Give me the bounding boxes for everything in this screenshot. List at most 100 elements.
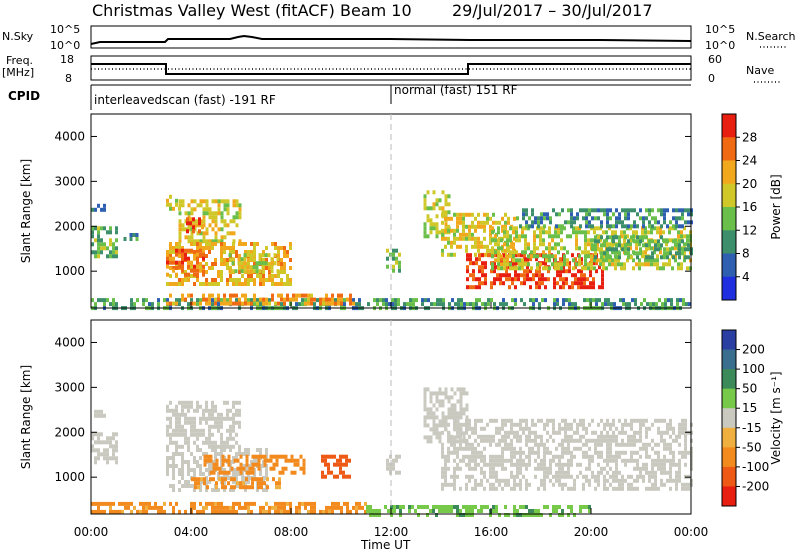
- data-cell-7: [193, 272, 196, 277]
- data-cell-11: [537, 486, 540, 491]
- data-cell-15: [527, 262, 530, 267]
- data-cell-8: [567, 505, 570, 509]
- data-cell-15: [650, 262, 653, 267]
- data-cell-7: [334, 505, 337, 510]
- data-cell-15: [569, 234, 572, 239]
- data-cell-11: [474, 458, 477, 463]
- data-cell-7: [190, 248, 193, 253]
- data-cell-1: [91, 226, 94, 231]
- data-cell-15: [503, 258, 506, 263]
- data-cell-11: [492, 438, 495, 443]
- data-cell-11: [624, 478, 627, 483]
- data-cell-3: [166, 460, 169, 464]
- data-cell-9: [115, 302, 118, 307]
- data-cell-11: [585, 466, 588, 471]
- data-cell-2: [202, 416, 205, 421]
- data-cell-11: [468, 454, 471, 459]
- data-cell-11: [630, 438, 633, 443]
- data-cell-15: [659, 230, 662, 235]
- data-cell-11: [486, 438, 489, 443]
- data-cell-11: [627, 438, 630, 443]
- data-cell-17: [537, 224, 540, 229]
- data-cell-3: [235, 456, 238, 460]
- data-cell-11: [618, 470, 621, 475]
- data-cell-2: [229, 408, 232, 413]
- data-cell-11: [516, 438, 519, 443]
- data-cell-2: [235, 420, 238, 425]
- data-cell-11: [585, 430, 588, 435]
- data-cell-7: [175, 252, 178, 257]
- data-cell-15: [668, 238, 671, 243]
- data-cell-9: [385, 298, 388, 303]
- data-cell-15: [545, 266, 548, 271]
- data-cell-14: [598, 265, 601, 270]
- data-cell-10: [310, 293, 313, 298]
- data-cell-15: [683, 250, 686, 255]
- data-cell-16: [627, 255, 630, 260]
- data-cell-11: [483, 426, 486, 431]
- data-cell-11: [630, 442, 633, 447]
- sky-left-label: N.Sky: [2, 30, 34, 43]
- data-cell-1: [106, 448, 109, 453]
- data-cell-17: [651, 208, 654, 213]
- data-cell-7: [172, 268, 175, 273]
- data-cell-12: [426, 214, 430, 219]
- data-cell-4: [293, 458, 297, 463]
- data-cell-11: [516, 466, 519, 471]
- data-cell-4: [202, 207, 206, 212]
- data-cell-11: [567, 486, 570, 491]
- data-cell-3: [187, 484, 190, 488]
- data-cell-6: [339, 470, 342, 475]
- data-cell-3: [166, 456, 169, 460]
- data-cell-12: [438, 206, 442, 211]
- data-cell-6: [169, 246, 172, 250]
- data-cell-7: [325, 509, 328, 514]
- data-cell-10: [241, 301, 244, 306]
- data-cell-11: [519, 466, 522, 471]
- data-cell-9: [376, 298, 379, 303]
- data-cell-1: [94, 432, 97, 437]
- data-cell-11: [588, 478, 591, 483]
- data-cell-6: [238, 278, 241, 282]
- data-cell-15: [506, 242, 509, 247]
- data-cell-11: [543, 426, 546, 431]
- data-cell-11: [591, 454, 594, 459]
- data-cell-15: [533, 234, 536, 239]
- data-cell-4: [290, 458, 294, 463]
- data-cell-8: [276, 257, 280, 262]
- data-cell-8: [459, 509, 462, 513]
- data-cell-17: [672, 208, 675, 213]
- data-cell-11: [573, 430, 576, 435]
- data-cell-15: [587, 230, 590, 235]
- data-cell-15: [515, 266, 518, 271]
- data-cell-7: [295, 509, 298, 514]
- data-cell-11: [528, 426, 531, 431]
- data-cell-9: [358, 302, 361, 307]
- data-cell-13: [504, 252, 507, 257]
- data-cell-9: [226, 298, 229, 303]
- data-cell-4: [178, 199, 182, 204]
- data-cell-11: [465, 442, 468, 447]
- data-cell-11: [519, 454, 522, 459]
- colorbar-bin: [722, 137, 736, 161]
- data-cell-3: [184, 484, 187, 488]
- data-cell-11: [618, 442, 621, 447]
- data-cell-11: [522, 462, 525, 467]
- data-cell-11: [489, 474, 492, 479]
- data-cell-9: [532, 298, 535, 303]
- data-cell-10: [220, 301, 223, 306]
- data-cell-2: [196, 404, 199, 409]
- sky-right-label: N.Search: [746, 30, 796, 43]
- data-cell-14: [529, 269, 532, 274]
- data-cell-7: [241, 505, 244, 510]
- data-cell-10: [340, 301, 343, 306]
- data-cell-14: [538, 277, 541, 282]
- data-cell-11: [495, 474, 498, 479]
- data-cell-15: [506, 262, 509, 267]
- data-cell-17: [603, 208, 606, 213]
- data-cell-14: [523, 253, 526, 258]
- data-cell-11: [504, 418, 507, 423]
- data-cell-13: [477, 220, 480, 225]
- data-cell-6: [277, 246, 280, 250]
- data-cell-15: [593, 266, 596, 271]
